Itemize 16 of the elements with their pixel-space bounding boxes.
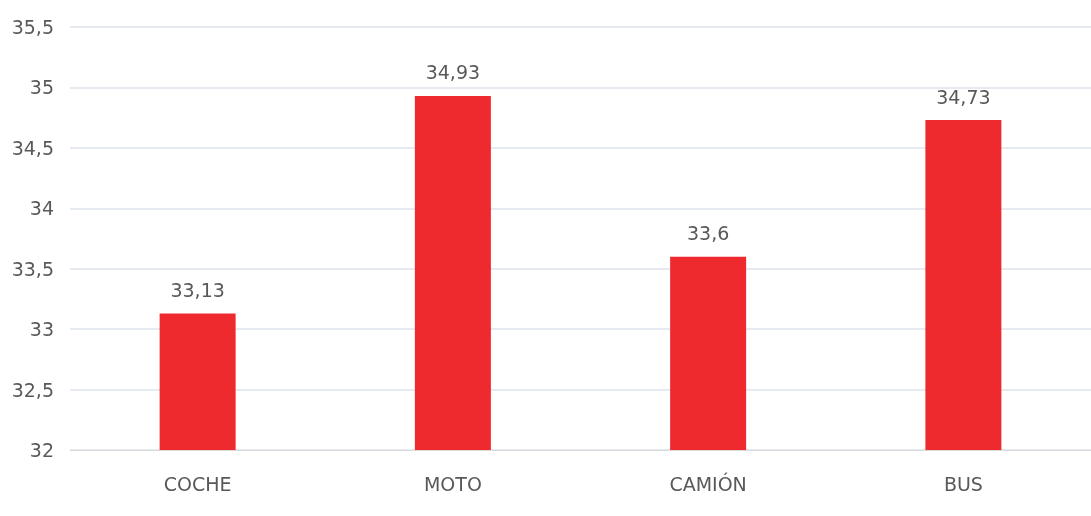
data-label: 33,6 <box>686 222 730 245</box>
y-tick-label: 35,5 <box>11 16 54 38</box>
data-label: 34,93 <box>425 61 481 84</box>
y-tick-label: 33,5 <box>11 257 54 280</box>
x-tick-label: BUS <box>943 472 983 495</box>
x-tick-label: COCHE <box>163 472 232 495</box>
data-label: 34,73 <box>936 85 991 108</box>
y-tick-label: 34,5 <box>11 136 54 159</box>
x-tick-label: MOTO <box>423 472 482 495</box>
y-tick-label: 33 <box>29 318 54 341</box>
y-tick-label: 34 <box>29 197 54 220</box>
data-label: 33,13 <box>170 278 225 301</box>
x-tick-label: CAMIÓN <box>669 471 747 495</box>
y-tick-label: 35 <box>29 76 54 99</box>
y-tick-label: 32,5 <box>11 378 54 401</box>
y-tick-label: 32 <box>29 439 54 461</box>
